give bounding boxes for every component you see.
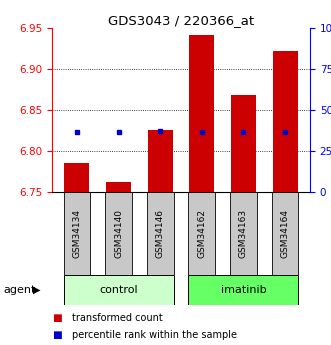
Bar [231,95,256,192]
Text: ▶: ▶ [33,285,41,295]
Bar [189,34,214,192]
Bar [272,192,298,275]
Bar [106,182,131,192]
Text: ■: ■ [52,313,62,323]
Text: GSM34163: GSM34163 [239,209,248,258]
Title: GDS3043 / 220366_at: GDS3043 / 220366_at [108,14,254,27]
Bar [64,192,90,275]
Bar [148,130,173,192]
Text: GSM34164: GSM34164 [281,209,290,258]
Bar [188,192,215,275]
Bar [64,275,173,305]
Text: GSM34140: GSM34140 [114,209,123,258]
Text: ■: ■ [52,330,62,340]
Text: GSM34134: GSM34134 [72,209,81,258]
Bar [147,192,173,275]
Bar [230,192,257,275]
Text: transformed count: transformed count [72,313,163,323]
Text: imatinib: imatinib [220,285,266,295]
Bar [65,163,89,192]
Text: GSM34162: GSM34162 [197,209,206,258]
Bar [105,192,132,275]
Text: agent: agent [3,285,36,295]
Text: control: control [99,285,138,295]
Text: GSM34146: GSM34146 [156,209,165,258]
Text: percentile rank within the sample: percentile rank within the sample [72,330,237,340]
Bar [188,275,298,305]
Bar [272,51,298,192]
